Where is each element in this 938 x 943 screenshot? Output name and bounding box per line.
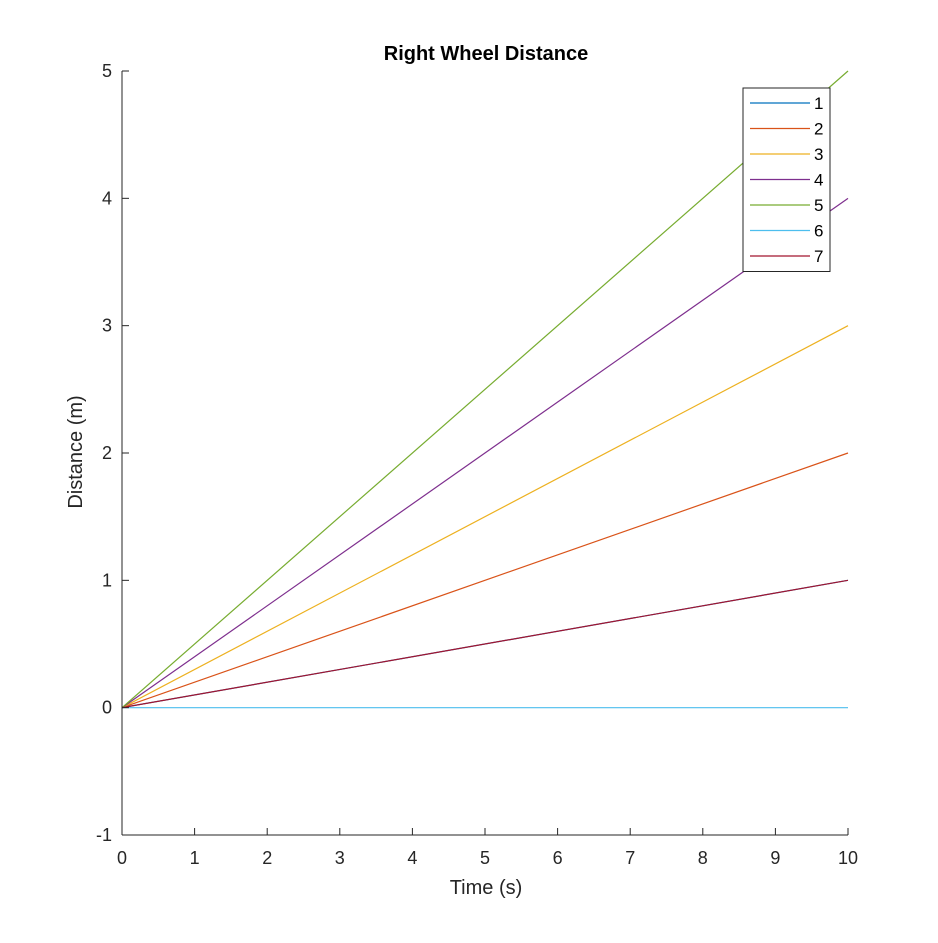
series-line-3 [121,325,849,709]
x-tick-label: 9 [770,848,780,868]
legend-label-4: 4 [814,171,823,190]
legend-label-7: 7 [814,247,823,266]
x-tick-label: 2 [262,848,272,868]
series-line-7 [121,579,849,709]
plot-lines [121,70,849,709]
x-tick-label: 0 [117,848,127,868]
x-tick-label: 6 [553,848,563,868]
legend-label-6: 6 [814,222,823,241]
chart-title: Right Wheel Distance [384,43,588,65]
x-tick-label: 10 [838,848,858,868]
series-line-2 [121,452,849,709]
y-axis-label: Distance (m) [65,395,87,508]
x-tick-label: 7 [625,848,635,868]
series-line-5 [121,70,849,709]
x-tick-label: 1 [190,848,200,868]
legend-label-2: 2 [814,120,823,139]
x-tick-label: 3 [335,848,345,868]
x-axis-label: Time (s) [450,877,523,899]
x-tick-label: 4 [407,848,417,868]
y-tick-label: 5 [102,61,112,81]
legend-label-3: 3 [814,145,823,164]
y-tick-label: 3 [102,316,112,336]
y-tick-label: 1 [102,570,112,590]
x-tick-label: 5 [480,848,490,868]
y-tick-label: -1 [96,825,112,845]
x-tick-label: 8 [698,848,708,868]
y-tick-label: 4 [102,188,112,208]
y-tick-label: 2 [102,443,112,463]
legend: 1 2 3 4 5 6 7 [742,87,831,272]
legend-label-5: 5 [814,196,823,215]
y-tick-label: 0 [102,698,112,718]
legend-label-1: 1 [814,94,823,113]
series-line-4 [121,197,849,709]
